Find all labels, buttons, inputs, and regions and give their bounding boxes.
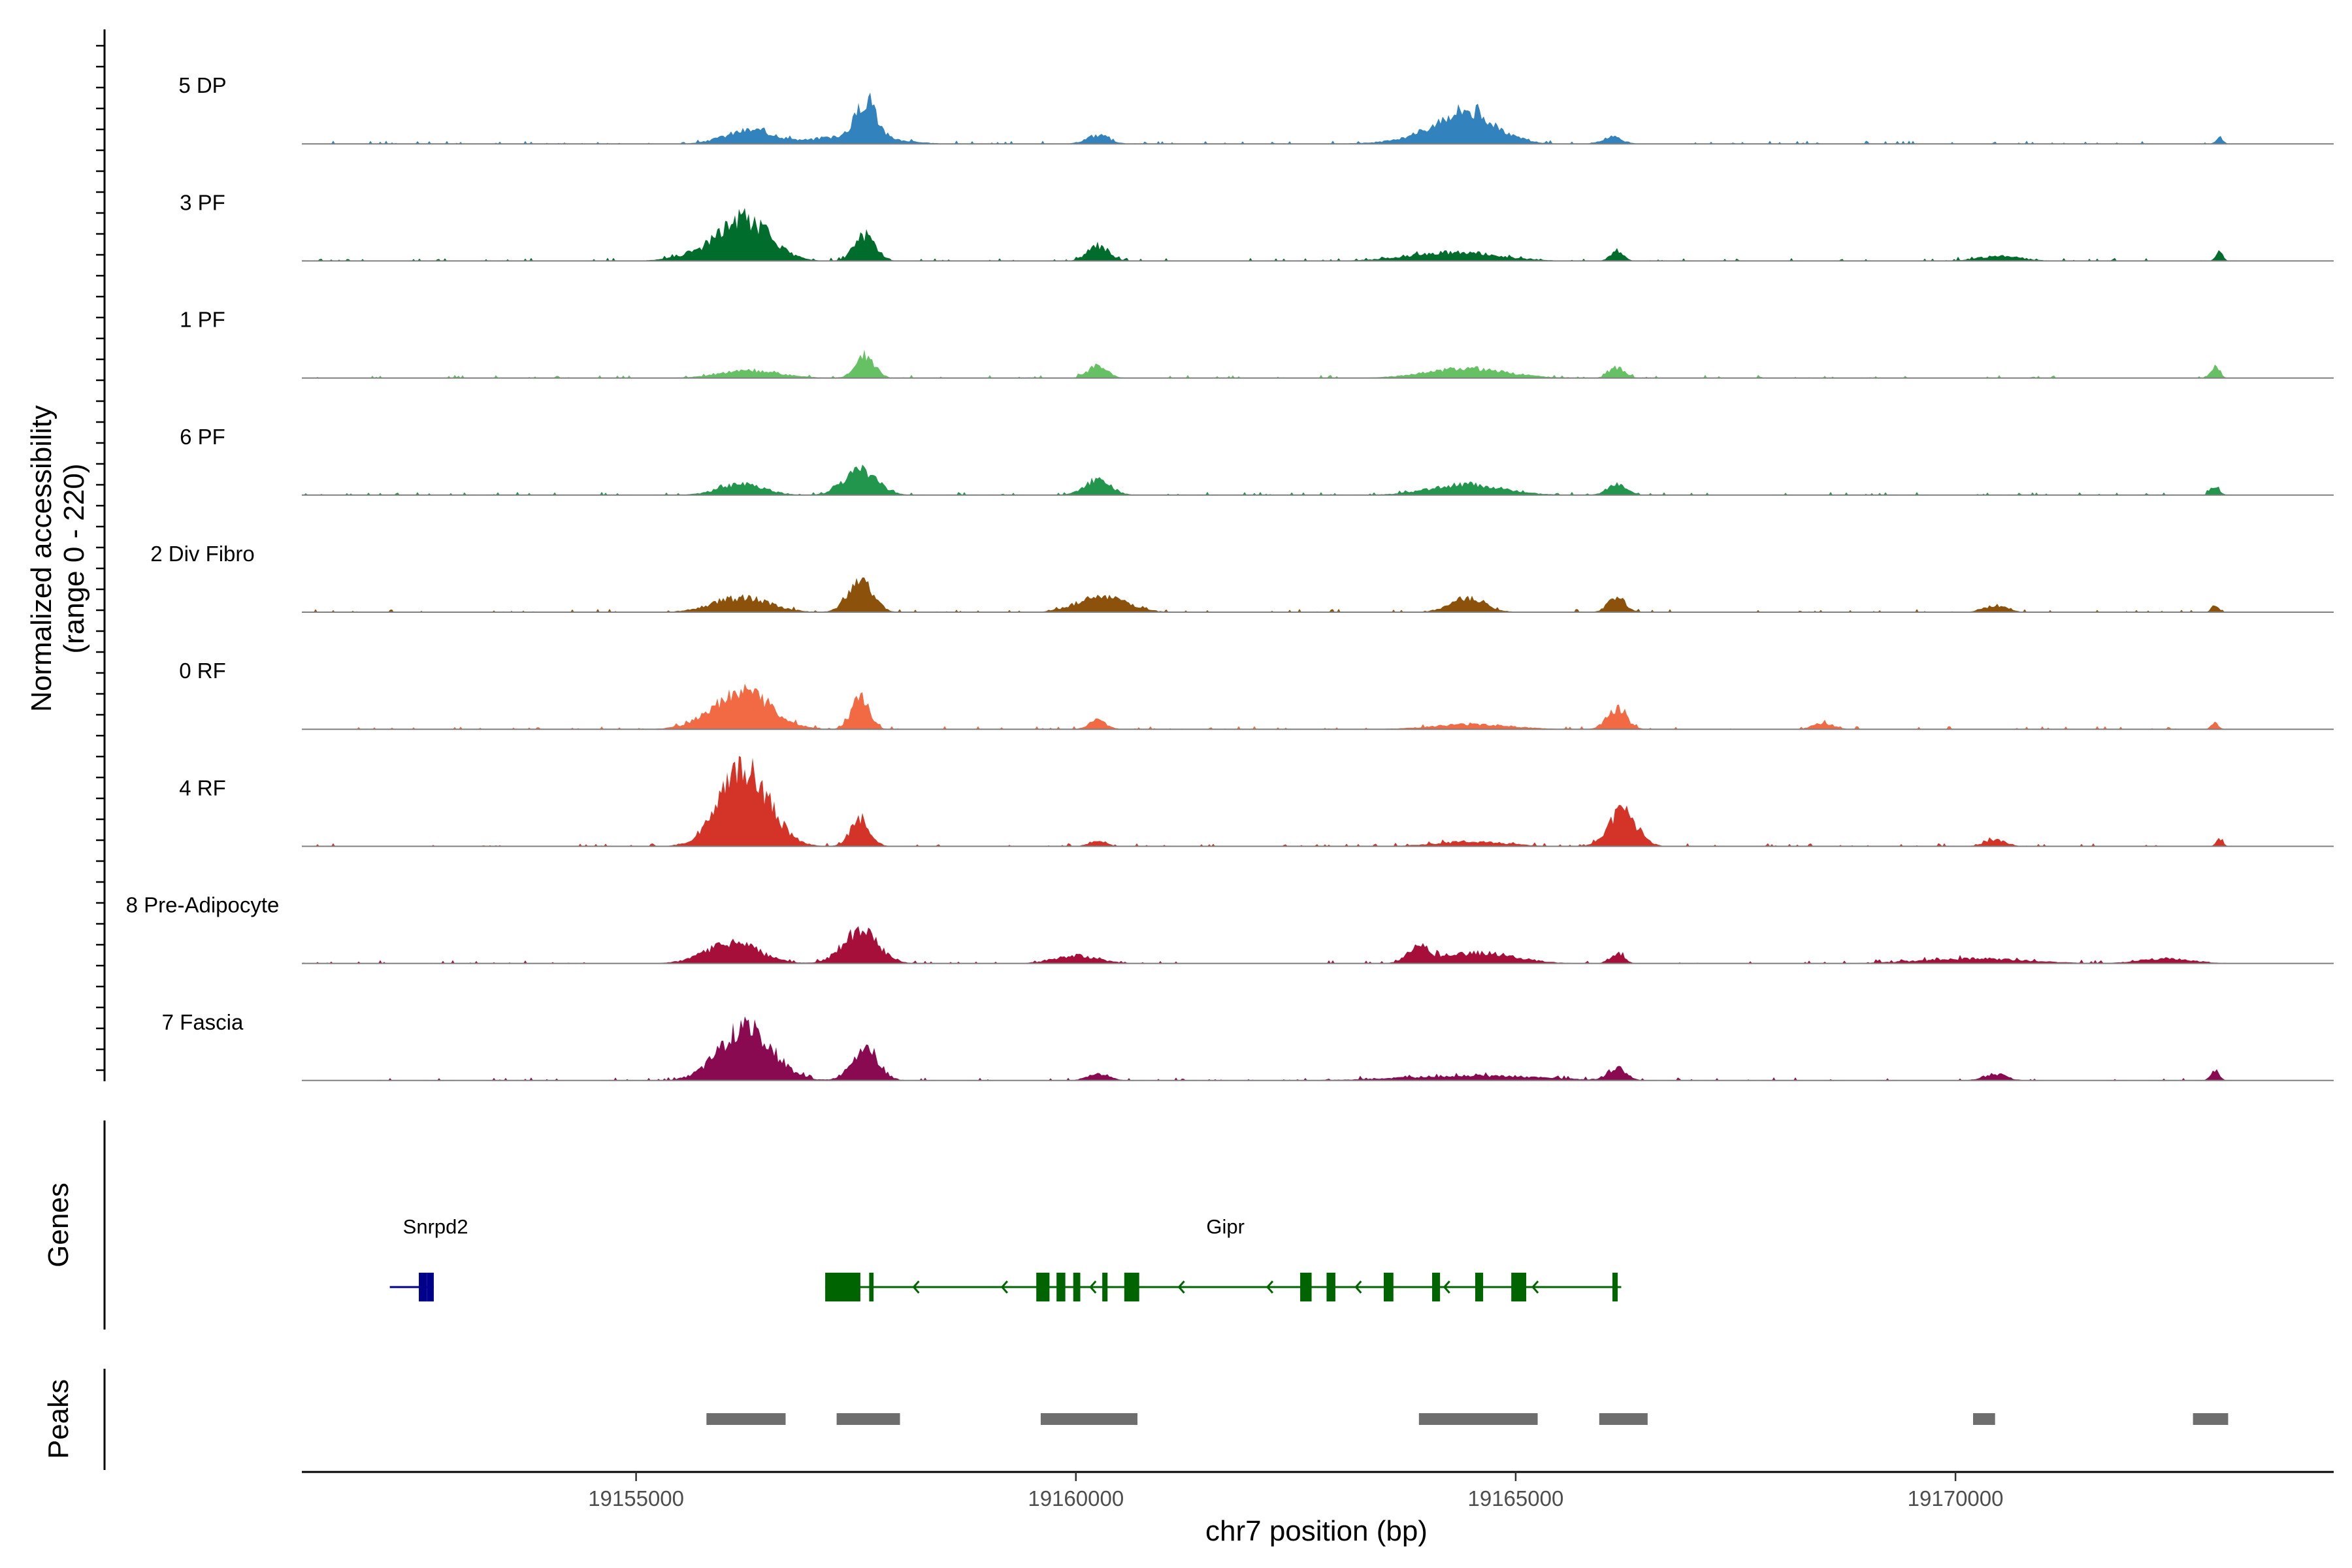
exon <box>1102 1273 1108 1301</box>
coverage-area <box>302 756 2229 847</box>
strand-arrow <box>1354 1281 1362 1294</box>
coverage-area <box>302 208 2229 261</box>
track-label: 3 PF <box>180 190 225 214</box>
strand-arrow <box>1266 1281 1274 1294</box>
exon <box>1036 1273 1050 1301</box>
strand-arrow <box>1177 1281 1185 1294</box>
x-tick-label: 19160000 <box>1028 1486 1124 1511</box>
track-4-rf: 4 RF <box>179 756 2334 847</box>
x-axis-ticks: 19155000 19160000 19165000 19170000 <box>588 1472 2003 1511</box>
exon <box>1056 1273 1066 1301</box>
coverage-area <box>302 92 2229 144</box>
track-label: 7 Fascia <box>162 1010 244 1034</box>
coverage-area <box>302 1016 2229 1081</box>
track-label: 6 PF <box>180 425 225 449</box>
strand-arrow <box>912 1281 920 1294</box>
gene-models: Snrpd2 Gipr <box>389 1215 1622 1301</box>
track-label: 2 Div Fibro <box>150 542 255 566</box>
peaks-title: Peaks <box>42 1379 74 1459</box>
x-axis-title: chr7 position (bp) <box>1205 1515 1428 1547</box>
exon <box>1326 1273 1335 1301</box>
peak-regions <box>706 1413 2229 1425</box>
exon <box>1300 1273 1312 1301</box>
track-label: 4 RF <box>179 776 226 800</box>
x-tick-label: 19165000 <box>1468 1486 1564 1511</box>
coverage-y-ticks <box>96 44 105 1071</box>
track-8-pre-adipocyte: 8 Pre-Adipocyte <box>126 893 2334 964</box>
peak-region <box>706 1413 786 1425</box>
coverage-area <box>302 465 2229 495</box>
coverage-area <box>302 577 2229 612</box>
y-axis-title: Normalized accessibility <box>25 405 57 711</box>
exon <box>1124 1273 1139 1301</box>
gene-label: Snrpd2 <box>403 1215 468 1238</box>
track-2-div-fibro: 2 Div Fibro <box>150 542 2334 613</box>
coverage-area <box>302 350 2229 378</box>
genes-title: Genes <box>42 1183 74 1267</box>
strand-arrow <box>1443 1281 1450 1294</box>
exon <box>1432 1273 1441 1301</box>
exon <box>1073 1273 1081 1301</box>
track-label: 1 PF <box>180 308 225 332</box>
peak-region <box>1418 1413 1538 1425</box>
exon <box>427 1273 434 1301</box>
strand-arrow <box>1000 1281 1008 1294</box>
track-label: 8 Pre-Adipocyte <box>126 893 280 917</box>
x-tick-label: 19155000 <box>588 1486 684 1511</box>
exon <box>1383 1273 1394 1301</box>
peak-region <box>1040 1413 1138 1425</box>
exon <box>1612 1273 1618 1301</box>
x-tick-label: 19170000 <box>1908 1486 2004 1511</box>
track-6-pf: 6 PF <box>180 425 2334 496</box>
coverage-tracks: 5 DP 3 PF 1 PF 6 PF 2 Div Fibro 0 RF 4 RF 8 Pre… <box>126 73 2334 1081</box>
coverage-area <box>302 683 2229 730</box>
coverage-area <box>302 926 2229 964</box>
track-3-pf: 3 PF <box>180 190 2334 262</box>
exon <box>1511 1273 1527 1301</box>
track-1-pf: 1 PF <box>180 308 2334 379</box>
peak-region <box>1599 1413 1648 1425</box>
gene-snrpd2: Snrpd2 <box>389 1215 468 1301</box>
exon <box>869 1273 874 1301</box>
track-0-rf: 0 RF <box>179 659 2334 730</box>
peak-region <box>1973 1413 1995 1425</box>
track-5-dp: 5 DP <box>178 73 2334 145</box>
exon <box>825 1273 860 1301</box>
gene-gipr: Gipr <box>825 1215 1622 1301</box>
track-label: 5 DP <box>178 73 226 97</box>
y-axis-range: (range 0 - 220) <box>58 463 90 653</box>
peak-region <box>836 1413 900 1425</box>
track-label: 0 RF <box>179 659 226 683</box>
peak-region <box>2193 1413 2229 1425</box>
exon <box>1475 1273 1484 1301</box>
exon <box>419 1273 427 1301</box>
strand-arrow <box>1531 1281 1539 1294</box>
strand-arrow <box>1089 1281 1097 1294</box>
track-7-fascia: 7 Fascia <box>162 1010 2334 1081</box>
gene-label: Gipr <box>1206 1215 1245 1238</box>
